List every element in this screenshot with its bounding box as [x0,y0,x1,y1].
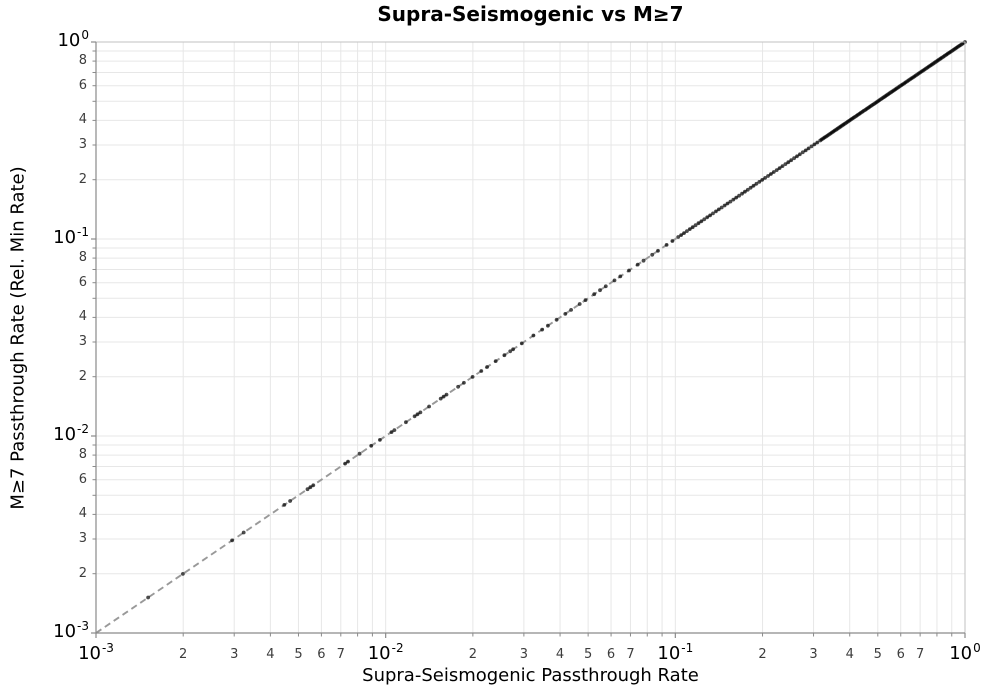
x-axis-label: Supra-Seismogenic Passthrough Rate [362,665,699,686]
chart-title: Supra-Seismogenic vs M≥7 [377,2,684,26]
identity-line [95,41,966,634]
scatter-points [146,40,967,600]
